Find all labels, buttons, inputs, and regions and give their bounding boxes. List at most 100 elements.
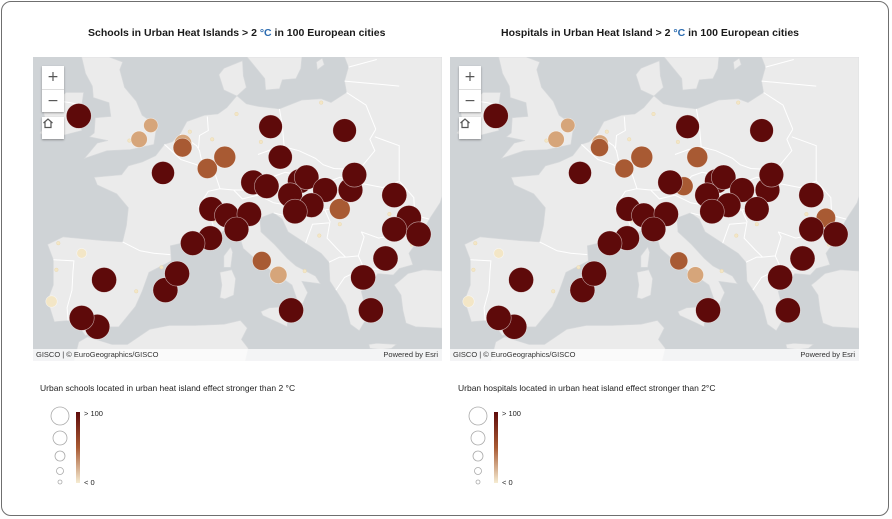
city-marker-small[interactable] [210, 137, 215, 142]
city-marker[interactable] [143, 117, 159, 133]
city-marker-small[interactable] [471, 267, 476, 272]
city-marker[interactable] [686, 266, 704, 284]
city-marker[interactable] [775, 297, 801, 324]
city-marker[interactable] [657, 169, 683, 195]
city-marker[interactable] [485, 305, 512, 331]
city-marker[interactable] [223, 216, 250, 242]
city-marker[interactable] [695, 297, 721, 324]
city-marker[interactable] [640, 216, 667, 242]
city-marker-small[interactable] [675, 139, 680, 144]
city-marker[interactable] [547, 130, 565, 148]
city-marker-small[interactable] [337, 222, 342, 227]
city-marker[interactable] [381, 216, 408, 243]
city-marker[interactable] [630, 145, 654, 169]
city-marker[interactable] [65, 103, 92, 129]
city-marker[interactable] [744, 196, 770, 222]
city-marker-small[interactable] [604, 129, 609, 134]
city-marker[interactable] [381, 182, 408, 208]
city-marker-small[interactable] [234, 112, 239, 117]
city-marker[interactable] [332, 118, 357, 143]
city-marker-small[interactable] [187, 129, 192, 134]
city-marker[interactable] [294, 164, 320, 190]
city-marker[interactable] [405, 221, 432, 248]
city-marker[interactable] [699, 198, 725, 225]
schools-map[interactable]: + − GISCO | © EuroGeographics/GISCO Powe… [33, 57, 442, 361]
city-marker[interactable] [172, 137, 193, 158]
city-marker[interactable] [329, 198, 351, 220]
city-marker[interactable] [669, 251, 689, 271]
city-marker[interactable] [358, 297, 384, 324]
city-marker[interactable] [482, 103, 509, 129]
city-marker[interactable] [151, 161, 175, 185]
powered-by-esri[interactable]: Powered by Esri [383, 350, 438, 359]
city-marker[interactable] [269, 265, 288, 284]
city-marker[interactable] [258, 114, 283, 139]
city-marker[interactable] [268, 144, 293, 170]
city-marker[interactable] [789, 245, 816, 272]
city-marker-small[interactable] [159, 265, 164, 270]
city-marker-small[interactable] [387, 212, 392, 217]
city-marker-small[interactable] [258, 139, 263, 144]
city-marker[interactable] [252, 251, 272, 271]
hospitals-map[interactable]: + − GISCO | © EuroGeographics/GISCO Powe… [450, 57, 859, 361]
city-marker[interactable] [560, 117, 576, 133]
city-marker-small[interactable] [754, 222, 759, 227]
city-marker-small[interactable] [576, 265, 581, 270]
city-marker[interactable] [350, 264, 376, 291]
home-button[interactable] [459, 117, 481, 139]
city-marker-small[interactable] [651, 112, 656, 117]
city-marker-small[interactable] [804, 212, 809, 217]
zoom-out-button[interactable]: − [459, 89, 481, 112]
city-marker-small[interactable] [719, 269, 724, 274]
city-marker[interactable] [341, 162, 368, 188]
city-marker-small[interactable] [736, 100, 741, 105]
city-marker[interactable] [508, 267, 534, 293]
city-marker[interactable] [254, 173, 280, 199]
city-marker-small[interactable] [54, 267, 59, 272]
city-marker[interactable] [614, 158, 635, 179]
city-marker-small[interactable] [302, 269, 307, 274]
city-marker-small[interactable] [473, 241, 478, 246]
city-marker-small[interactable] [551, 289, 556, 294]
city-marker[interactable] [758, 162, 785, 188]
city-marker[interactable] [749, 118, 774, 143]
city-marker[interactable] [282, 198, 308, 225]
city-marker[interactable] [581, 260, 607, 287]
city-marker[interactable] [213, 145, 237, 169]
city-marker[interactable] [278, 297, 304, 324]
city-marker[interactable] [822, 221, 849, 248]
city-marker[interactable] [164, 260, 190, 287]
city-marker[interactable] [597, 230, 623, 256]
zoom-out-button[interactable]: − [42, 89, 64, 112]
city-marker[interactable] [180, 230, 206, 256]
city-marker[interactable] [675, 114, 700, 139]
city-marker-small[interactable] [627, 137, 632, 142]
city-marker[interactable] [493, 248, 504, 259]
city-marker[interactable] [45, 295, 58, 308]
city-marker[interactable] [91, 267, 117, 293]
city-marker[interactable] [197, 158, 218, 179]
schools-map-canvas[interactable] [33, 57, 442, 361]
city-marker[interactable] [462, 295, 475, 308]
city-marker[interactable] [686, 146, 709, 168]
city-marker[interactable] [68, 305, 95, 331]
city-marker-small[interactable] [134, 289, 139, 294]
city-marker[interactable] [711, 164, 737, 190]
city-marker[interactable] [590, 138, 609, 157]
home-button[interactable] [42, 117, 64, 139]
zoom-in-button[interactable]: + [47, 69, 59, 85]
zoom-in-button[interactable]: + [464, 69, 476, 85]
city-marker-small[interactable] [317, 233, 322, 238]
city-marker-small[interactable] [319, 100, 324, 105]
city-marker[interactable] [568, 161, 592, 185]
city-marker-small[interactable] [734, 233, 739, 238]
city-marker[interactable] [767, 264, 793, 291]
powered-by-esri[interactable]: Powered by Esri [800, 350, 855, 359]
city-marker[interactable] [798, 216, 825, 243]
city-marker[interactable] [372, 245, 399, 272]
city-marker[interactable] [130, 130, 148, 148]
city-marker[interactable] [76, 248, 87, 259]
hospitals-map-canvas[interactable] [450, 57, 859, 361]
city-marker[interactable] [798, 182, 825, 208]
city-marker-small[interactable] [56, 241, 61, 246]
